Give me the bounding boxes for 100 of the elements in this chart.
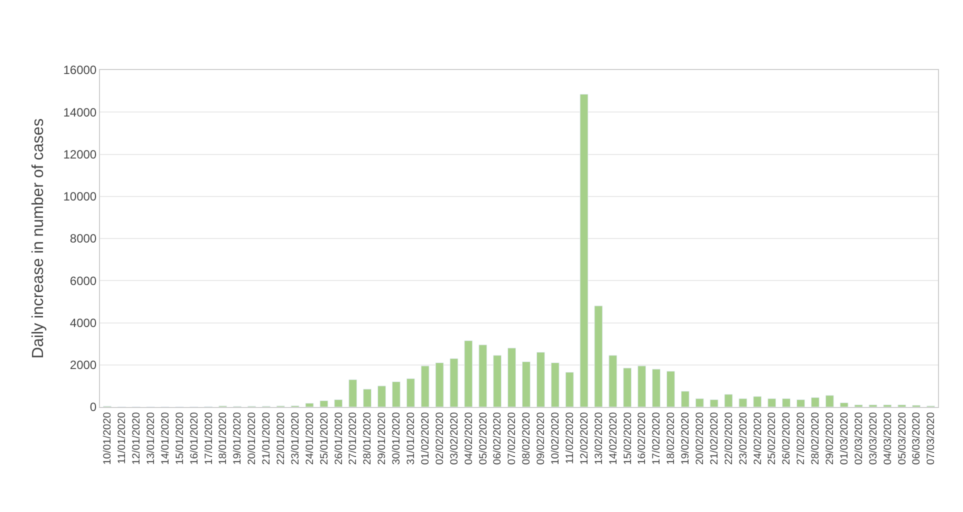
x-tick-label: 22/01/2020: [275, 412, 288, 465]
bar: [522, 361, 530, 407]
bar: [392, 381, 400, 407]
y-tick-label: 12000: [63, 147, 97, 162]
y-tick-label: 6000: [70, 274, 97, 288]
x-tick-label: 06/02/2020: [492, 412, 504, 465]
x-tick-label: 27/01/2020: [347, 412, 360, 465]
x-tick-label: 25/02/2020: [766, 412, 778, 465]
x-tick-label: 29/02/2020: [824, 412, 836, 465]
y-tick-label: 16000: [63, 63, 97, 78]
x-tick-label: 03/03/2020: [867, 412, 880, 465]
bar: [378, 386, 386, 407]
bar: [464, 340, 473, 407]
x-tick-label: 24/01/2020: [304, 412, 316, 465]
bar: [680, 390, 690, 407]
x-tick-label: 28/01/2020: [362, 412, 374, 465]
x-tick-label: 23/01/2020: [289, 412, 302, 465]
x-tick-label: 08/02/2020: [520, 412, 533, 465]
x-tick-label: 12/01/2020: [130, 412, 143, 465]
bar: [825, 395, 834, 407]
x-tick-label: 02/03/2020: [852, 412, 865, 465]
x-tick-label: 31/01/2020: [405, 412, 418, 465]
y-tick-label: 4000: [70, 316, 97, 330]
x-tick-label: 07/02/2020: [506, 412, 518, 465]
x-tick-label: 27/02/2020: [795, 412, 808, 465]
x-tick-label: 05/02/2020: [477, 412, 490, 465]
bar: [666, 370, 675, 407]
x-tick-label: 22/02/2020: [722, 412, 735, 465]
bar: [435, 362, 444, 407]
x-tick-label: 26/02/2020: [780, 412, 793, 465]
x-tick-label: 06/03/2020: [910, 412, 923, 465]
bar: [638, 366, 646, 407]
x-tick-label: 13/02/2020: [592, 412, 605, 465]
bar: [796, 399, 805, 407]
x-tick-label: 11/01/2020: [116, 412, 128, 464]
bar: [594, 306, 603, 407]
x-tick-label: 30/01/2020: [390, 412, 403, 465]
bar: [565, 372, 574, 407]
x-tick-label: 14/02/2020: [607, 412, 620, 465]
x-tick-label: 07/03/2020: [925, 412, 938, 465]
x-tick-label: 19/01/2020: [232, 412, 244, 465]
x-tick-label: 20/02/2020: [694, 412, 706, 465]
x-tick-label: 10/01/2020: [102, 412, 114, 465]
y-axis-title: Daily increase in number of cases: [30, 118, 48, 359]
x-tick-label: 15/01/2020: [174, 412, 186, 465]
x-tick-label: 10/02/2020: [550, 412, 562, 465]
x-tick-label: 01/03/2020: [838, 412, 851, 465]
bar: [710, 399, 718, 407]
bar: [320, 400, 328, 407]
x-tick-label: 25/01/2020: [318, 412, 330, 465]
y-tick-label: 14000: [63, 105, 97, 120]
x-tick-label: 16/02/2020: [636, 412, 648, 465]
x-tick-label: 15/02/2020: [622, 412, 634, 465]
x-tick-label: 19/02/2020: [680, 412, 692, 465]
bar: [478, 344, 488, 407]
x-tick-label: 05/03/2020: [896, 412, 908, 465]
bar: [363, 388, 372, 407]
x-tick-label: 02/02/2020: [434, 412, 446, 465]
bar: [753, 396, 762, 407]
y-tick-label: 8000: [70, 232, 97, 246]
x-tick-label: 16/01/2020: [188, 412, 200, 465]
x-tick-label: 28/02/2020: [810, 412, 822, 465]
bar: [738, 398, 748, 407]
x-tick-label: 01/02/2020: [420, 412, 432, 465]
x-tick-label: 14/01/2020: [159, 412, 172, 465]
bar: [840, 402, 848, 407]
bar: [550, 362, 560, 407]
x-tick-label: 23/02/2020: [737, 412, 750, 465]
bar: [652, 368, 660, 407]
x-tick-label: 17/02/2020: [650, 412, 663, 465]
bar: [508, 348, 516, 407]
y-tick-label: 2000: [70, 358, 97, 372]
x-tick-label: 04/02/2020: [462, 412, 475, 465]
bar: [334, 399, 343, 407]
x-tick-label: 20/01/2020: [246, 412, 258, 465]
bar: [420, 366, 430, 407]
bar: [608, 355, 618, 407]
bar: [450, 358, 458, 407]
y-tick-label: 0: [90, 400, 97, 414]
bar: [493, 355, 502, 407]
x-tick-label: 09/02/2020: [535, 412, 548, 465]
x-tick-label: 21/02/2020: [708, 412, 720, 465]
bar: [782, 398, 791, 407]
bar: [406, 378, 415, 407]
x-tick-label: 29/01/2020: [376, 412, 388, 465]
x-tick-label: 18/01/2020: [217, 412, 230, 465]
x-tick-label: 04/03/2020: [882, 412, 894, 465]
x-tick-label: 21/01/2020: [260, 412, 273, 465]
bar: [305, 402, 314, 407]
bar: [724, 394, 733, 407]
bar: [768, 398, 776, 407]
x-tick-label: 17/01/2020: [202, 412, 215, 465]
bar: [580, 94, 588, 407]
x-tick-label: 13/01/2020: [144, 412, 157, 465]
x-tick-label: 12/02/2020: [578, 412, 590, 465]
x-tick-label: 18/02/2020: [665, 412, 678, 465]
bar: [810, 397, 820, 407]
bar: [695, 398, 704, 407]
bar: [348, 379, 358, 407]
y-tick-label: 10000: [63, 190, 97, 204]
